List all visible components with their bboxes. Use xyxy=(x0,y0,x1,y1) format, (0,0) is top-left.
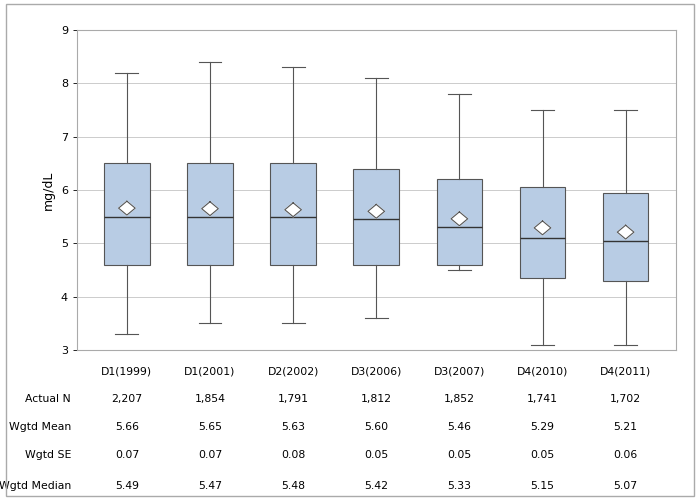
Text: 5.48: 5.48 xyxy=(281,481,305,491)
PathPatch shape xyxy=(603,192,648,280)
Polygon shape xyxy=(118,201,135,215)
Text: 1,852: 1,852 xyxy=(444,394,475,404)
Text: 1,854: 1,854 xyxy=(195,394,225,404)
Text: 5.46: 5.46 xyxy=(447,422,471,432)
Text: 0.05: 0.05 xyxy=(447,450,472,460)
Text: 1,741: 1,741 xyxy=(527,394,558,404)
Text: D3(2007): D3(2007) xyxy=(434,366,485,376)
Text: D3(2006): D3(2006) xyxy=(351,366,402,376)
Text: D1(2001): D1(2001) xyxy=(184,366,236,376)
Text: 0.05: 0.05 xyxy=(531,450,554,460)
PathPatch shape xyxy=(519,188,566,278)
Text: 1,791: 1,791 xyxy=(278,394,309,404)
Text: 5.29: 5.29 xyxy=(531,422,554,432)
Text: 0.06: 0.06 xyxy=(613,450,638,460)
Polygon shape xyxy=(451,212,468,226)
Text: 5.15: 5.15 xyxy=(531,481,554,491)
Text: D2(2002): D2(2002) xyxy=(267,366,318,376)
PathPatch shape xyxy=(104,164,150,264)
Text: 2,207: 2,207 xyxy=(111,394,142,404)
Y-axis label: mg/dL: mg/dL xyxy=(42,170,55,209)
Text: 1,702: 1,702 xyxy=(610,394,641,404)
Polygon shape xyxy=(285,203,302,216)
Text: 5.33: 5.33 xyxy=(447,481,471,491)
Text: 5.63: 5.63 xyxy=(281,422,305,432)
Polygon shape xyxy=(202,202,218,215)
Text: 5.66: 5.66 xyxy=(115,422,139,432)
Text: 5.60: 5.60 xyxy=(364,422,388,432)
Text: Wgtd SE: Wgtd SE xyxy=(25,450,71,460)
Text: 0.05: 0.05 xyxy=(364,450,388,460)
Polygon shape xyxy=(617,225,634,239)
Text: 5.49: 5.49 xyxy=(115,481,139,491)
Text: 0.07: 0.07 xyxy=(115,450,139,460)
PathPatch shape xyxy=(437,180,482,264)
Text: 5.65: 5.65 xyxy=(198,422,222,432)
Text: 0.08: 0.08 xyxy=(281,450,305,460)
Text: 0.07: 0.07 xyxy=(198,450,222,460)
Text: D4(2010): D4(2010) xyxy=(517,366,568,376)
Text: 5.47: 5.47 xyxy=(198,481,222,491)
Text: Wgtd Median: Wgtd Median xyxy=(0,481,71,491)
PathPatch shape xyxy=(187,164,233,264)
Polygon shape xyxy=(534,221,551,235)
Text: 1,812: 1,812 xyxy=(360,394,392,404)
Text: Actual N: Actual N xyxy=(25,394,71,404)
Text: D1(1999): D1(1999) xyxy=(102,366,153,376)
Text: 5.07: 5.07 xyxy=(614,481,638,491)
Text: D4(2011): D4(2011) xyxy=(600,366,651,376)
PathPatch shape xyxy=(270,164,316,264)
Text: Wgtd Mean: Wgtd Mean xyxy=(9,422,71,432)
Polygon shape xyxy=(368,204,384,218)
Text: 5.42: 5.42 xyxy=(364,481,388,491)
Text: 5.21: 5.21 xyxy=(614,422,638,432)
PathPatch shape xyxy=(354,168,399,264)
